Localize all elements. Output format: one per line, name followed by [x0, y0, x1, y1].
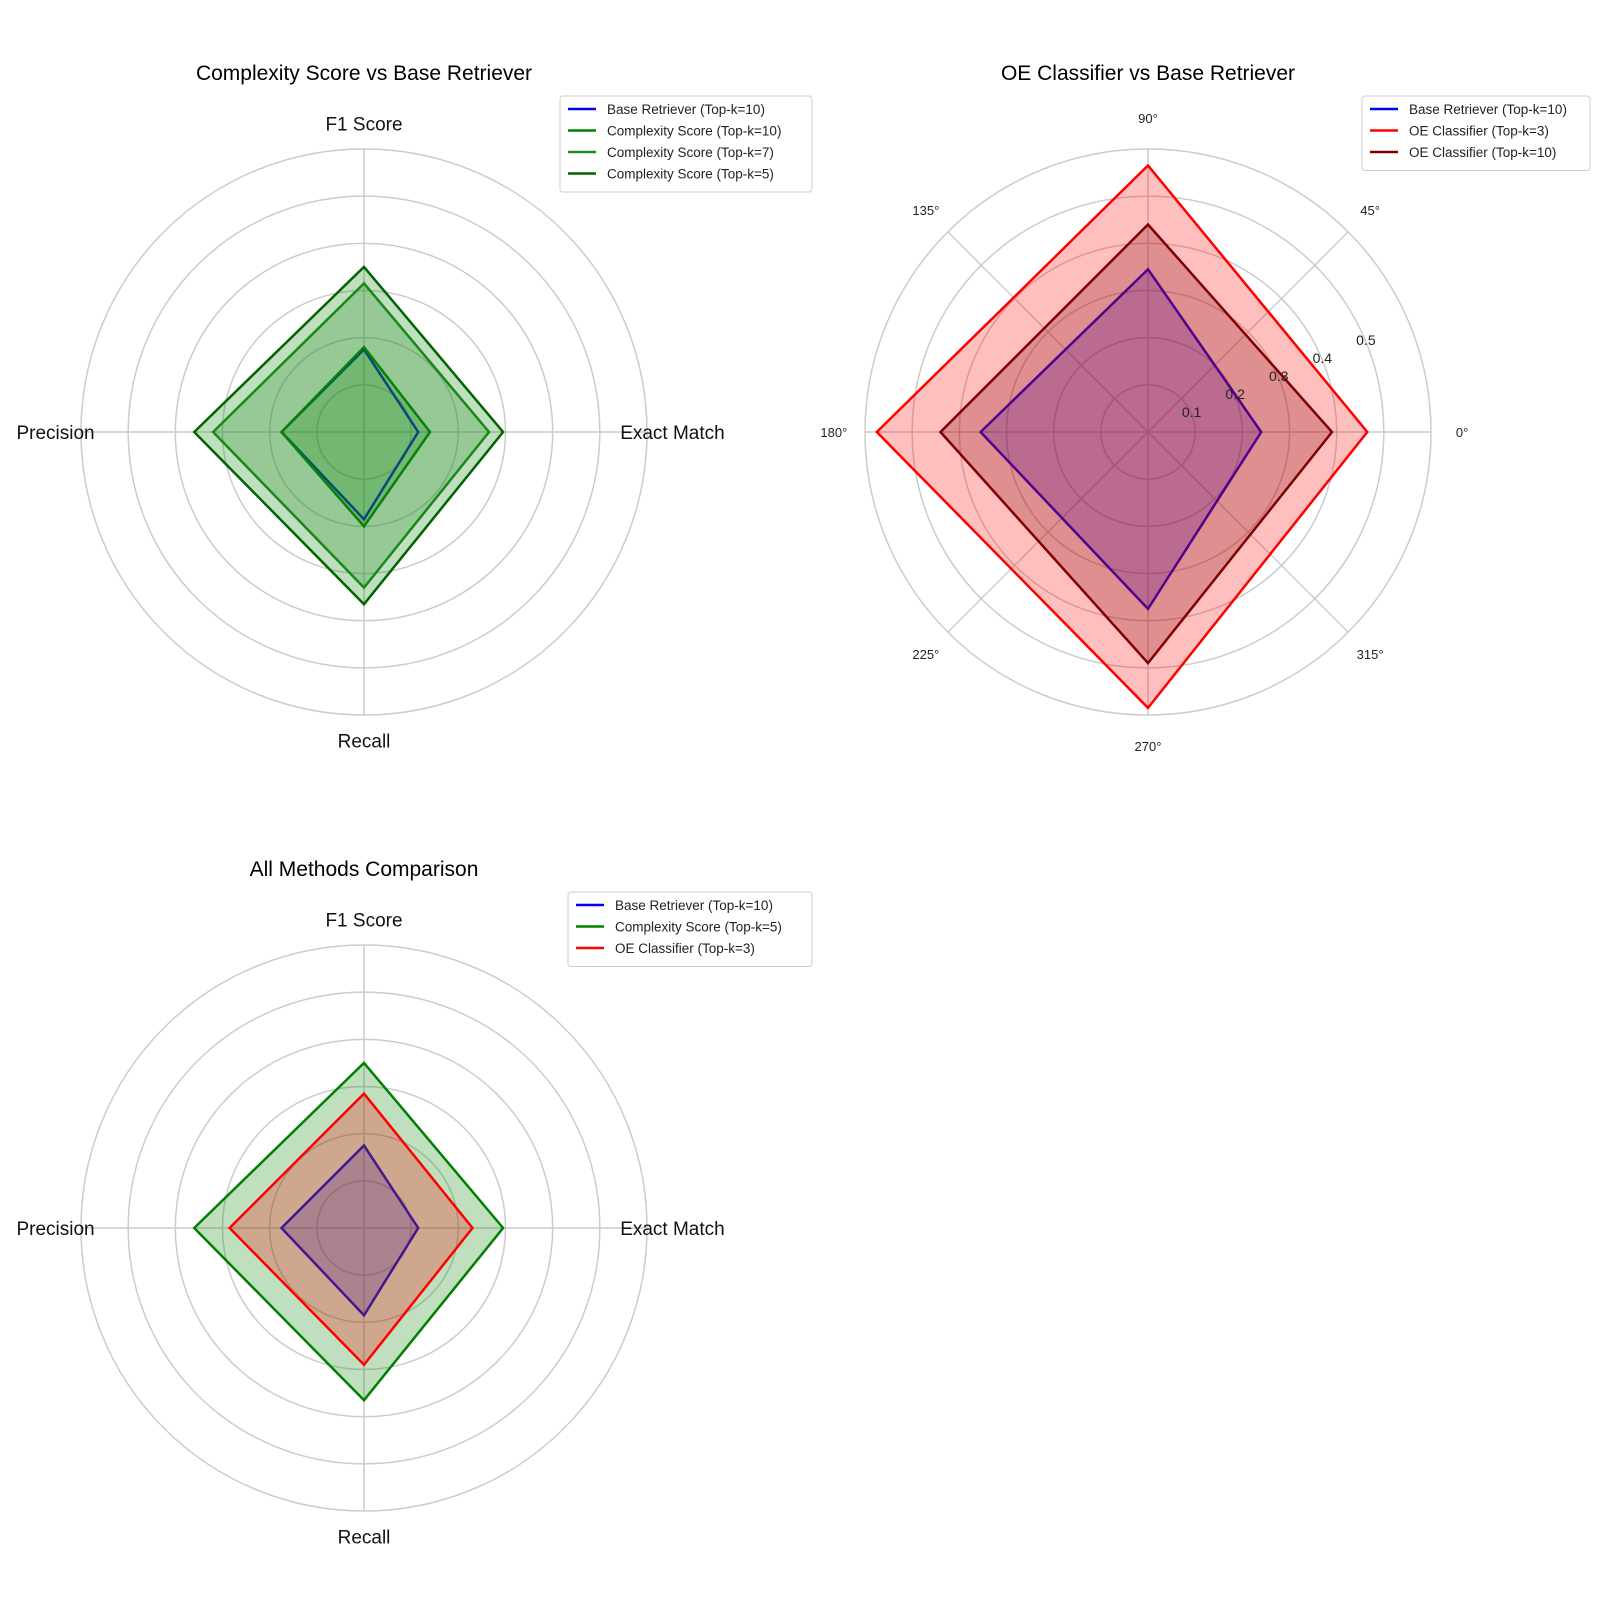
axis-label-f1-score: F1 Score	[325, 115, 402, 136]
legend-entry-base-retriever-top-k-10: Base Retriever (Top-k=10)	[615, 898, 773, 913]
chart-title: OE Classifier vs Base Retriever	[1001, 62, 1295, 85]
angle-label-0deg: 0°	[1456, 425, 1468, 440]
series-polygon-complexity-score-top-k-5	[192, 265, 505, 607]
angle-label-45deg: 45°	[1360, 203, 1380, 218]
ring-label: 0.2	[1225, 386, 1245, 402]
angle-label-225deg: 225°	[912, 647, 939, 662]
legend-entry-complexity-score-top-k-10: Complexity Score (Top-k=10)	[607, 124, 781, 139]
legend-entry-oe-classifier-top-k-10: OE Classifier (Top-k=10)	[1409, 145, 1556, 160]
series-polygon-complexity-score-top-k-5	[192, 1061, 505, 1403]
ring-label: 0.4	[1313, 350, 1333, 366]
legend-entry-complexity-score-top-k-5: Complexity Score (Top-k=5)	[615, 920, 782, 935]
legend-entry-oe-classifier-top-k-3: OE Classifier (Top-k=3)	[615, 941, 755, 956]
legend-entry-base-retriever-top-k-10: Base Retriever (Top-k=10)	[607, 102, 765, 117]
legend: Base Retriever (Top-k=10) OE Classifier (…	[1361, 95, 1591, 171]
angle-label-135deg: 135°	[912, 203, 939, 218]
series-polygon-oe-classifier-top-k-10	[938, 222, 1334, 666]
series-polygon-complexity-score-top-k-7	[211, 281, 491, 590]
ring-label: 0.3	[1269, 368, 1289, 384]
series-polygon-oe-classifier-top-k-3	[227, 1091, 475, 1367]
angle-label-90deg: 90°	[1138, 111, 1158, 126]
legend-entry-base-retriever-top-k-10: Base Retriever (Top-k=10)	[1409, 102, 1567, 117]
legend-entry-complexity-score-top-k-5: Complexity Score (Top-k=5)	[607, 167, 774, 182]
grid-spoke	[947, 231, 1149, 433]
legend: Base Retriever (Top-k=10) Complexity Scor…	[567, 891, 813, 967]
legend-entry-oe-classifier-top-k-3: OE Classifier (Top-k=3)	[1409, 124, 1549, 139]
ring-label: 0.1	[1182, 404, 1202, 420]
axis-label-recall: Recall	[338, 731, 391, 752]
legend-frame	[1361, 95, 1591, 171]
angle-label-315deg: 315°	[1357, 647, 1384, 662]
chart-title: All Methods Comparison	[250, 858, 479, 881]
legend-entry-complexity-score-top-k-7: Complexity Score (Top-k=7)	[607, 145, 774, 160]
axis-label-f1-score: F1 Score	[325, 911, 402, 932]
legend-frame	[559, 95, 813, 193]
radar-chart-1: F1 Score Precision Recall Exact Match Comple…	[16, 62, 813, 752]
chart-title: Complexity Score vs Base Retriever	[196, 62, 532, 85]
grid-spoke	[1147, 431, 1349, 633]
axis-label-precision: Precision	[16, 1219, 94, 1240]
series-polygon-oe-classifier-top-k-3	[875, 163, 1369, 710]
series-polygon-base-retriever-top-k-10	[978, 267, 1263, 611]
axis-label-precision: Precision	[16, 423, 94, 444]
grid-spoke	[947, 431, 1149, 633]
axis-label-recall: Recall	[338, 1527, 391, 1548]
ring-label: 0.5	[1356, 332, 1376, 348]
series-polygon-base-retriever-top-k-10	[279, 1143, 420, 1318]
legend: Base Retriever (Top-k=10) Complexity Scor…	[559, 95, 813, 193]
axis-label-exact-match: Exact Match	[620, 423, 725, 444]
angle-label-180deg: 180°	[820, 425, 847, 440]
axis-label-exact-match: Exact Match	[620, 1219, 725, 1240]
series-polygon-complexity-score-top-k-10	[279, 345, 432, 529]
grid-spoke	[1147, 231, 1349, 433]
legend-frame	[567, 891, 813, 967]
radar-chart-3: F1 Score Precision Recall Exact Match All Me…	[16, 858, 813, 1548]
radar-chart-2: 0° 45° 90° 135° 180° 225° 270° 315° 0.1 0.2 0.3 0.4…	[820, 62, 1591, 754]
angle-label-270deg: 270°	[1135, 739, 1162, 754]
